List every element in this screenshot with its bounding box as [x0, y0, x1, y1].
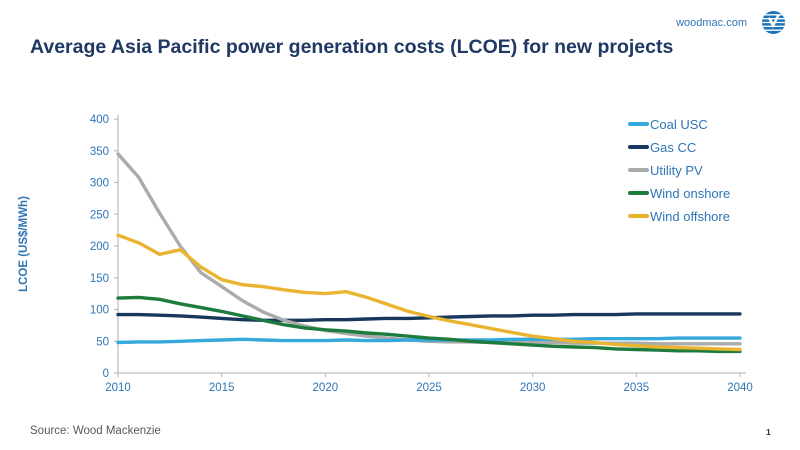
x-tick-label: 2025: [416, 382, 442, 394]
legend-label: Utility PV: [650, 162, 703, 178]
legend-label: Wind onshore: [650, 185, 731, 201]
legend-swatch-icon: [628, 168, 649, 172]
woodmac-logo-icon: [761, 10, 786, 35]
y-tick-label: 0: [103, 368, 109, 380]
y-tick-label: 400: [90, 114, 109, 126]
legend-swatch-icon: [628, 145, 649, 149]
y-tick-label: 150: [90, 273, 109, 285]
y-axis-label: LCOE (US$/MWh): [18, 196, 30, 292]
y-tick-label: 200: [90, 241, 109, 253]
y-tick-label: 300: [90, 178, 109, 190]
legend-item-gas-cc: Gas CC: [628, 139, 730, 155]
legend-item-utility-pv: Utility PV: [628, 162, 730, 178]
x-tick-label: 2040: [727, 382, 753, 394]
source-note: Source: Wood Mackenzie: [30, 425, 161, 437]
x-tick-label: 2015: [209, 382, 235, 394]
series-line-wind-onshore: [116, 295, 742, 354]
legend-swatch-icon: [628, 191, 649, 195]
y-tick-label: 250: [90, 209, 109, 221]
chart-legend: Coal USC Gas CC Utility PV Wind onshore Wind…: [628, 116, 731, 224]
legend-label: Gas CC: [650, 139, 697, 155]
legend-swatch-icon: [628, 214, 649, 218]
legend-item-wind-offshore: Wind offshore: [628, 208, 730, 224]
legend-label: Wind offshore: [650, 208, 730, 224]
series-line-wind-offshore: [116, 233, 742, 352]
top-bar: woodmac.com: [676, 10, 786, 35]
x-tick-label: 2035: [624, 382, 650, 394]
y-tick-label: 100: [90, 305, 109, 317]
woodmac-url-label: woodmac.com: [676, 16, 747, 29]
x-tick-label: 2020: [313, 382, 339, 394]
x-tick-label: 2010: [105, 382, 131, 394]
legend-item-wind-onshore: Wind onshore: [628, 185, 731, 201]
y-tick-label: 350: [90, 146, 109, 158]
legend-item-coal-usc: Coal USC: [628, 116, 730, 132]
y-tick-label: 50: [96, 336, 109, 348]
x-tick-label: 2030: [520, 382, 546, 394]
legend-label: Coal USC: [650, 116, 708, 132]
legend-swatch-icon: [628, 122, 649, 126]
page-number: 1: [766, 427, 771, 437]
page-title: Average Asia Pacific power generation co…: [30, 36, 674, 58]
series-line-coal-usc: [116, 336, 742, 345]
